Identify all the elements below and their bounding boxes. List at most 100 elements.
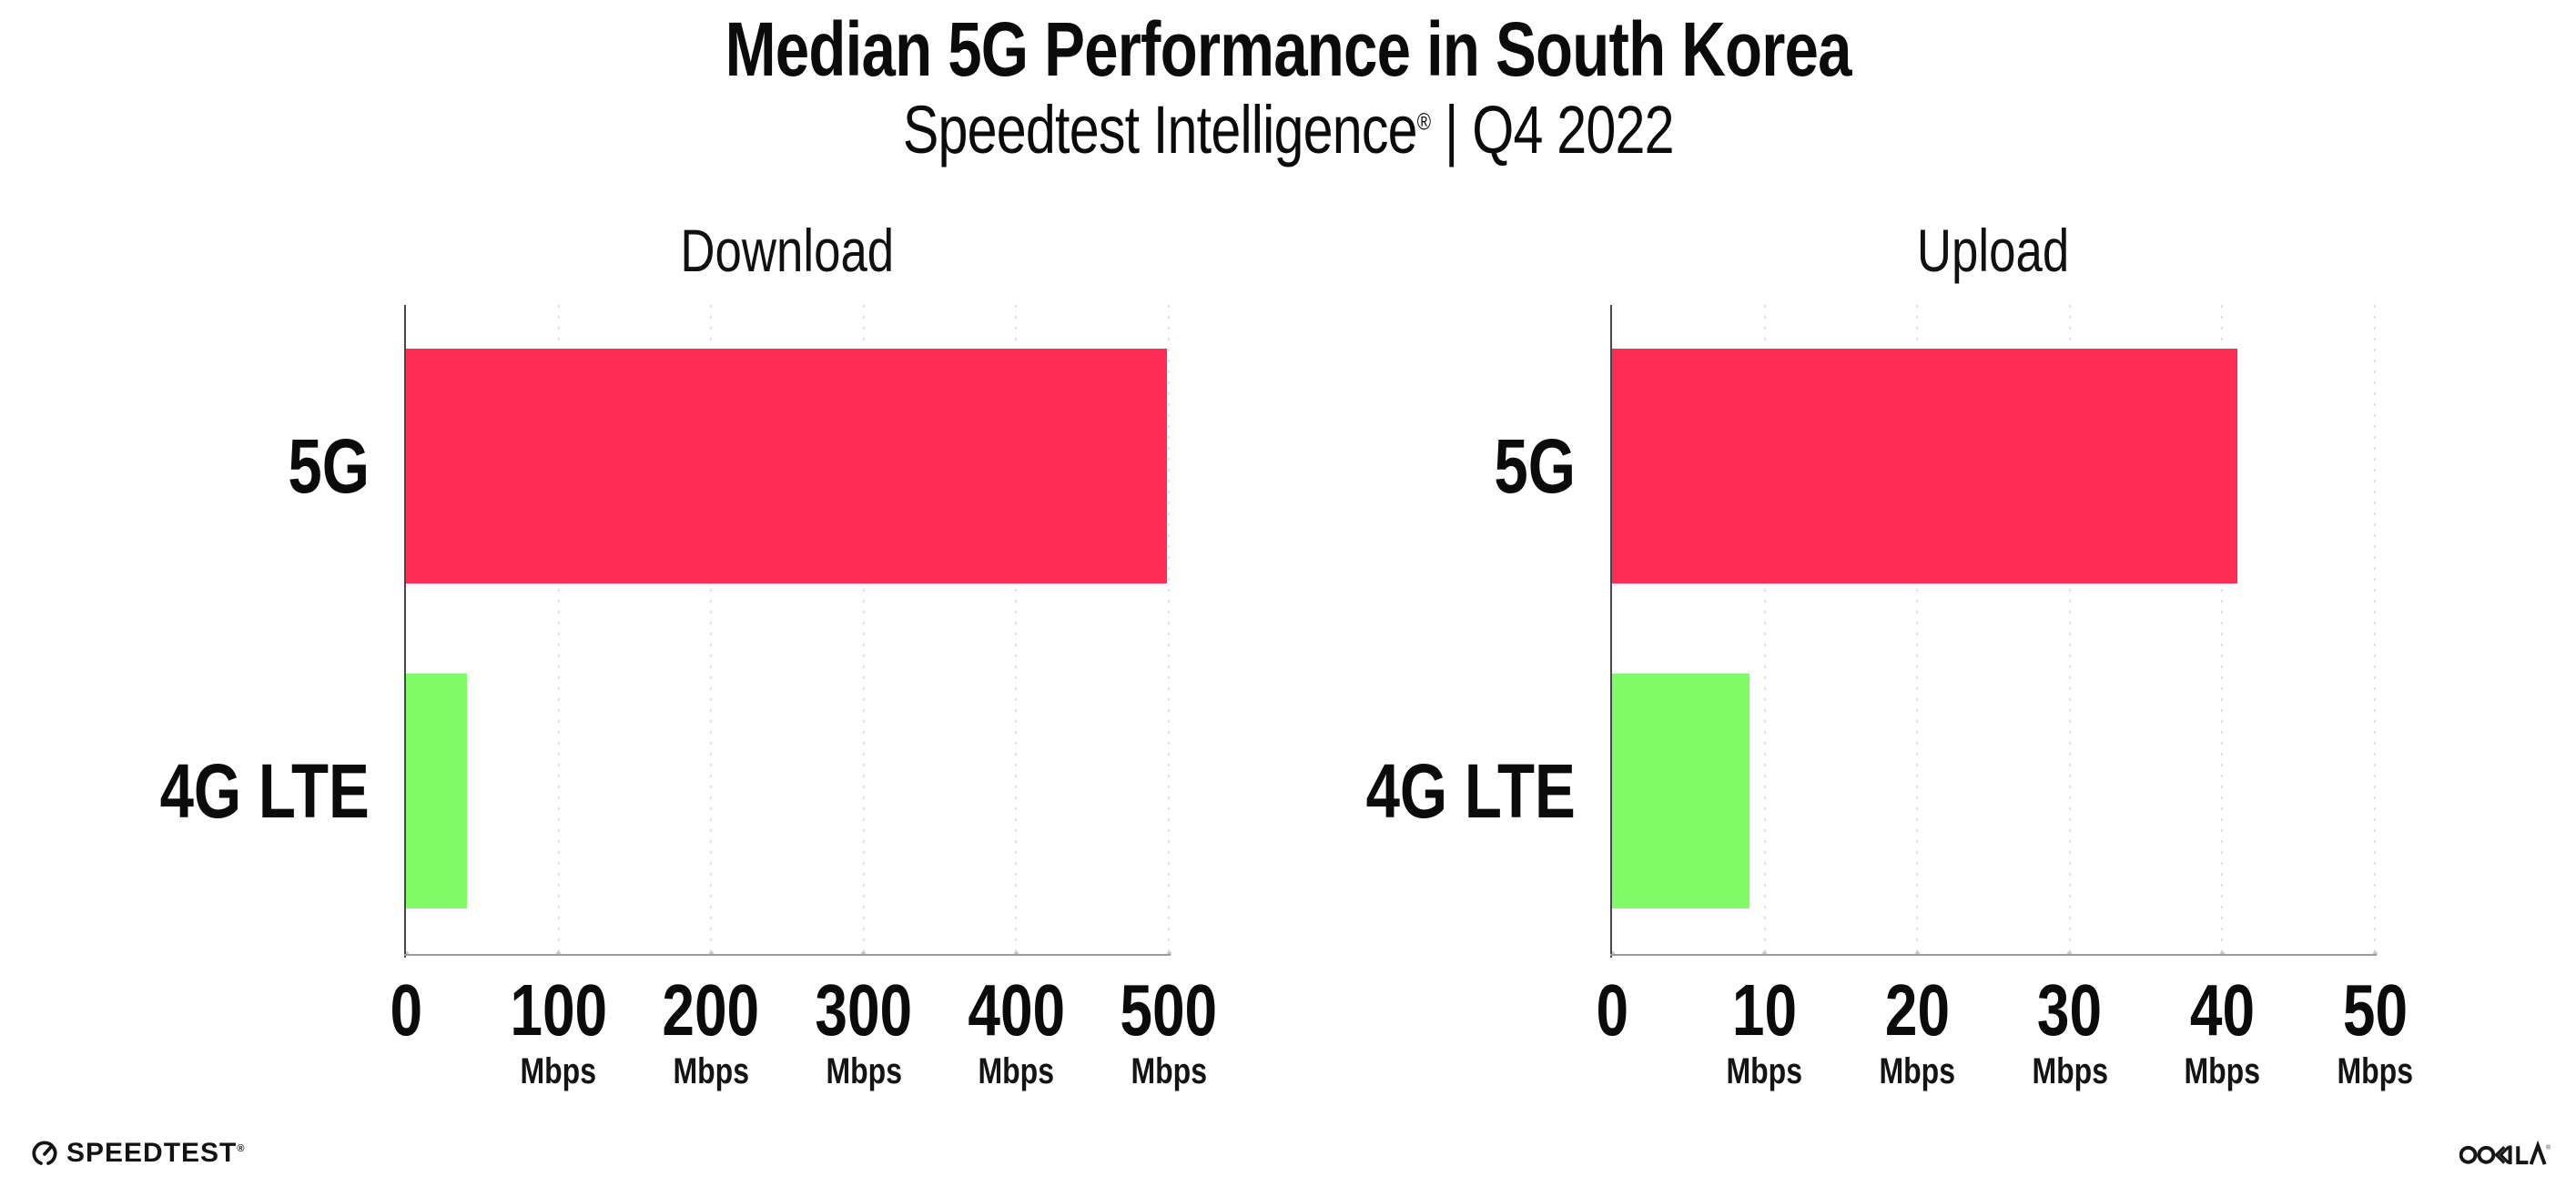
- gridline-50: [2374, 305, 2376, 954]
- tick-mark-10: [1762, 951, 1768, 956]
- chart-title-text: Download: [680, 217, 895, 284]
- tick-unit-text: Mbps: [2337, 1051, 2413, 1091]
- category-label-5g: 5G: [1474, 428, 1576, 504]
- category-label-5g: 5G: [268, 428, 370, 504]
- svg-text:®: ®: [2546, 1143, 2551, 1151]
- tick-value: 30: [2037, 969, 2103, 1050]
- tick-unit-200: Mbps: [611, 1053, 811, 1090]
- chart-upload: Upload 0 10 Mbps 20 Mbps 30 Mbps 40 Mbps 50 Mbps 5G 4…: [1366, 217, 2413, 1090]
- subtitle-period: | Q4 2022: [1430, 92, 1675, 167]
- category-label-text: 5G: [1494, 423, 1576, 509]
- tick-unit-20: Mbps: [1817, 1053, 2017, 1090]
- y-axis-line: [404, 305, 406, 958]
- page-subtitle: Speedtest Intelligence® | Q4 2022: [0, 91, 2576, 168]
- category-label-4g-lte: 4G LTE: [107, 753, 370, 829]
- bar-upload-4g-lte: [1612, 674, 1749, 908]
- gridline-200: [710, 305, 713, 954]
- tick-unit-10: Mbps: [1665, 1053, 1865, 1090]
- gridline-400: [1015, 305, 1018, 954]
- tick-label-0: 0: [306, 974, 506, 1047]
- tick-unit-text: Mbps: [673, 1051, 749, 1091]
- tick-unit-text: Mbps: [2184, 1051, 2261, 1091]
- tick-mark-50: [2372, 951, 2378, 956]
- tick-value: 10: [1731, 969, 1798, 1050]
- page-title: Median 5G Performance in South Korea: [0, 5, 2576, 94]
- x-axis-line: [1610, 954, 2377, 956]
- x-axis-line: [404, 954, 1171, 956]
- tick-label-400: 400: [916, 974, 1116, 1047]
- tick-value: 500: [1120, 969, 1218, 1050]
- tick-unit-text: Mbps: [1131, 1051, 1207, 1091]
- tick-label-30: 30: [1970, 974, 2170, 1047]
- tick-unit-30: Mbps: [1970, 1053, 2170, 1090]
- tick-value: 50: [2342, 969, 2408, 1050]
- speedtest-gauge-icon: [32, 1141, 57, 1165]
- tick-label-500: 500: [1069, 974, 1269, 1047]
- tick-label-300: 300: [764, 974, 964, 1047]
- tick-mark-500: [1166, 951, 1171, 956]
- tick-unit-text: Mbps: [2032, 1051, 2108, 1091]
- tick-unit-text: Mbps: [1726, 1051, 1803, 1091]
- gridline-30: [2068, 305, 2071, 954]
- bar-download-4g-lte: [406, 674, 468, 908]
- ookla-wordmark-icon: ®: [2459, 1141, 2551, 1165]
- chart-title-download: Download: [406, 216, 1169, 285]
- tick-unit-100: Mbps: [459, 1053, 659, 1090]
- tick-value: 300: [815, 969, 913, 1050]
- category-label-text: 4G LTE: [159, 748, 370, 834]
- tick-unit-text: Mbps: [1879, 1051, 1955, 1091]
- speedtest-registered-mark: ®: [237, 1143, 246, 1154]
- gridline-10: [1763, 305, 1766, 954]
- page-title-text: Median 5G Performance in South Korea: [725, 6, 1851, 92]
- tick-unit-40: Mbps: [2122, 1053, 2322, 1090]
- tick-unit-500: Mbps: [1069, 1053, 1269, 1090]
- gridline-500: [1168, 305, 1170, 954]
- subtitle-brand: Speedtest Intelligence: [902, 92, 1418, 167]
- speedtest-wordmark: SPEEDTEST®: [66, 1138, 246, 1168]
- tick-label-40: 40: [2122, 974, 2322, 1047]
- tick-unit-50: Mbps: [2275, 1053, 2475, 1090]
- tick-label-50: 50: [2275, 974, 2475, 1047]
- gridline-20: [1916, 305, 1919, 954]
- chart-download: Download 0 100 Mbps 200 Mbps 300 Mbps 400 Mbps 500…: [160, 217, 1218, 1090]
- tick-mark-40: [2219, 951, 2225, 956]
- tick-label-0: 0: [1512, 974, 1712, 1047]
- tick-value: 400: [967, 969, 1065, 1050]
- tick-mark-300: [861, 951, 867, 956]
- tick-unit-300: Mbps: [764, 1053, 964, 1090]
- tick-mark-30: [2067, 951, 2073, 956]
- gridline-100: [557, 305, 560, 954]
- chart-title-upload: Upload: [1612, 216, 2375, 285]
- tick-mark-20: [1914, 951, 1920, 956]
- tick-value: 200: [662, 969, 760, 1050]
- page-subtitle-text: Speedtest Intelligence® | Q4 2022: [902, 91, 1675, 168]
- tick-value: 20: [1884, 969, 1950, 1050]
- tick-label-20: 20: [1817, 974, 2017, 1047]
- tick-mark-0: [403, 951, 409, 956]
- gridline-40: [2221, 305, 2224, 954]
- tick-unit-text: Mbps: [826, 1051, 902, 1091]
- tick-unit-text: Mbps: [978, 1051, 1055, 1091]
- tick-value: 0: [390, 969, 422, 1050]
- tick-label-100: 100: [459, 974, 659, 1047]
- tick-mark-0: [1609, 951, 1615, 956]
- speedtest-logo: SPEEDTEST®: [31, 1138, 245, 1169]
- tick-mark-100: [556, 951, 562, 956]
- tick-mark-200: [708, 951, 714, 956]
- tick-value: 100: [510, 969, 607, 1050]
- tick-unit-400: Mbps: [916, 1053, 1116, 1090]
- gridline-300: [862, 305, 865, 954]
- registered-mark: ®: [1416, 107, 1431, 136]
- bar-download-5g: [406, 349, 1168, 583]
- tick-label-200: 200: [611, 974, 811, 1047]
- tick-unit-text: Mbps: [520, 1051, 597, 1091]
- tick-value: 40: [2189, 969, 2255, 1050]
- bar-upload-5g: [1612, 349, 2238, 583]
- chart-title-text: Upload: [1917, 217, 2070, 284]
- category-label-text: 5G: [288, 423, 370, 509]
- tick-value: 0: [1596, 969, 1628, 1050]
- y-axis-line: [1610, 305, 1612, 958]
- category-label-4g-lte: 4G LTE: [1313, 753, 1576, 829]
- ookla-logo: ®: [2459, 1141, 2551, 1168]
